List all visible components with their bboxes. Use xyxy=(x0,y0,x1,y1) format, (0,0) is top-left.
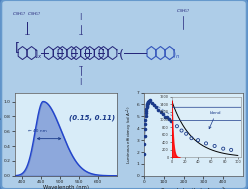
Point xyxy=(145,103,149,106)
Point xyxy=(143,143,147,146)
Point xyxy=(146,101,150,104)
Point xyxy=(144,115,148,118)
Text: (0.15, 0.11): (0.15, 0.11) xyxy=(69,114,115,121)
Text: $($: $($ xyxy=(118,47,124,62)
Point xyxy=(215,145,219,148)
Point xyxy=(195,137,199,140)
Text: $C_8H_{17}$: $C_8H_{17}$ xyxy=(176,8,190,15)
Point xyxy=(213,145,217,148)
Point xyxy=(197,136,201,139)
Point xyxy=(143,118,147,121)
Point xyxy=(221,149,225,153)
Text: $]_x$: $]_x$ xyxy=(34,48,43,61)
Point xyxy=(178,126,182,129)
Point xyxy=(169,120,173,123)
Point xyxy=(187,131,191,134)
Point xyxy=(172,121,176,124)
Point xyxy=(159,110,163,113)
Point xyxy=(167,117,171,120)
Point xyxy=(145,105,149,108)
X-axis label: Wavelength (nm): Wavelength (nm) xyxy=(43,185,89,189)
Point xyxy=(161,112,165,115)
Point xyxy=(165,115,169,118)
Text: $|$: $|$ xyxy=(79,11,82,22)
Point xyxy=(147,99,151,102)
Y-axis label: Luminous efficiency (cd A$^{-1}$): Luminous efficiency (cd A$^{-1}$) xyxy=(125,105,135,164)
Point xyxy=(146,100,150,103)
Point xyxy=(142,153,146,156)
Point xyxy=(185,130,188,133)
Text: $C_8H_{17}$  $C_8H_{17}$: $C_8H_{17}$ $C_8H_{17}$ xyxy=(12,11,42,18)
Point xyxy=(146,101,150,105)
X-axis label: Current density (mA cm$^{-2}$): Current density (mA cm$^{-2}$) xyxy=(160,185,227,189)
Text: $|$: $|$ xyxy=(79,76,82,87)
Point xyxy=(191,133,195,136)
Point xyxy=(146,100,150,103)
Point xyxy=(156,108,160,112)
Point xyxy=(148,98,152,101)
Point xyxy=(143,135,147,138)
Point xyxy=(176,124,180,127)
Point xyxy=(143,128,147,131)
Point xyxy=(144,112,148,115)
Point xyxy=(180,128,184,131)
Point xyxy=(193,135,197,138)
Point xyxy=(147,100,151,103)
Text: ← 40 nm: ← 40 nm xyxy=(28,129,47,133)
Point xyxy=(152,104,156,107)
Point xyxy=(144,107,148,110)
Text: $[$: $[$ xyxy=(14,40,20,55)
Point xyxy=(219,147,223,150)
Text: $)_n$: $)_n$ xyxy=(172,48,181,61)
Point xyxy=(174,122,178,125)
Point xyxy=(150,102,154,105)
Point xyxy=(182,128,186,131)
Point xyxy=(189,134,193,137)
Point xyxy=(163,115,167,118)
Point xyxy=(210,144,214,147)
Point xyxy=(217,148,221,151)
Point xyxy=(154,106,158,109)
Point xyxy=(202,141,206,144)
Point xyxy=(200,139,204,142)
Point xyxy=(143,122,147,125)
Point xyxy=(145,104,149,107)
Point xyxy=(145,102,149,105)
Point xyxy=(204,141,208,144)
Y-axis label: Normalized EL intensity (a.u.): Normalized EL intensity (a.u.) xyxy=(0,105,2,163)
Point xyxy=(144,109,148,112)
Point xyxy=(206,143,210,146)
Point xyxy=(208,142,212,145)
